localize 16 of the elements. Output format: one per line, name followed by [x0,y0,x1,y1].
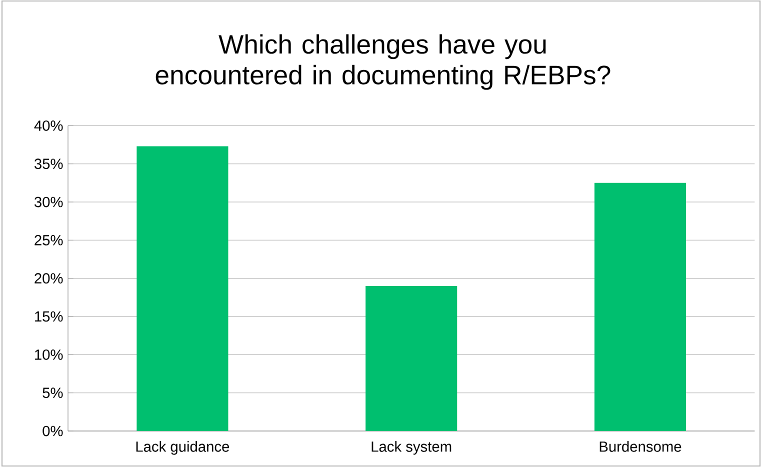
x-tick-label: Lack system [372,441,452,455]
bar [594,182,686,431]
y-tick-label: 15% [35,311,63,322]
x-tick-label: Burdensome [600,441,682,452]
y-tick-label: 40% [34,120,63,131]
y-tick-label: 0% [42,426,63,436]
y-tick-label: 25% [34,234,63,246]
y-tick-label: 10% [35,349,63,360]
chart-title: Which challenges have you encountered in documenting R/EBPs? [156,34,610,90]
bar [136,146,228,431]
y-tick-label: 35% [34,158,63,170]
y-tick-label: 20% [34,273,63,284]
y-tick-label: 30% [34,196,63,208]
bar [366,286,458,431]
x-tick-label: Lack guidance [136,441,230,455]
y-tick-label: 5% [42,388,63,398]
